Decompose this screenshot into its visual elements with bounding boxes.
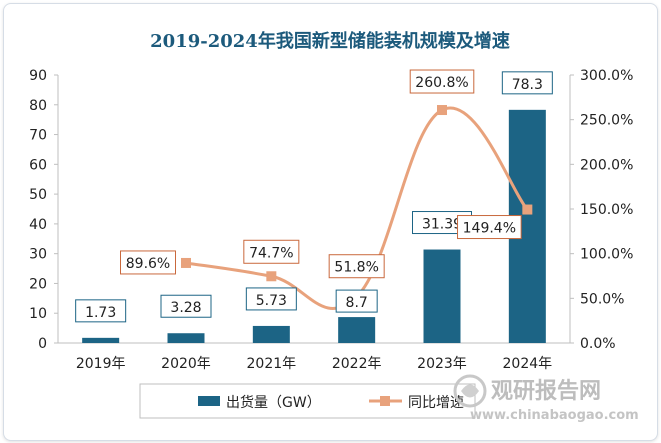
- growth-value-label: 260.8%: [415, 75, 468, 91]
- bar: [82, 337, 120, 343]
- x-tick-label: 2019年: [76, 356, 126, 372]
- x-tick-label: 2024年: [503, 356, 553, 372]
- y-right-tick-label: 200.0%: [580, 157, 633, 173]
- growth-value-label-box: [120, 250, 176, 275]
- growth-line: [185, 106, 529, 310]
- x-tick-label: 2020年: [161, 356, 211, 372]
- growth-marker: [522, 204, 533, 215]
- growth-value-label: 149.4%: [463, 221, 516, 237]
- bar: [423, 249, 461, 343]
- y-right-tick-label: 100.0%: [580, 247, 633, 263]
- y-left-tick-label: 80: [29, 98, 47, 114]
- growth-marker: [437, 105, 447, 116]
- bar-value-label-box: [501, 71, 553, 95]
- x-tick-label: 2022年: [332, 356, 382, 372]
- bar: [167, 333, 205, 343]
- bar-value-label: 78.3: [512, 77, 543, 93]
- legend-box: [139, 383, 476, 419]
- y-left-tick-label: 90: [29, 68, 47, 84]
- growth-value-label-box: [409, 69, 475, 94]
- growth-marker: [266, 271, 277, 282]
- bar: [252, 325, 290, 343]
- y-left-tick-label: 20: [29, 276, 47, 292]
- x-tick-label: 2021年: [247, 356, 297, 372]
- legend-bar-swatch: [198, 396, 220, 406]
- bar-value-label-box: [160, 294, 212, 318]
- y-left-tick-label: 0: [38, 336, 47, 352]
- bar-value-label: 8.7: [346, 295, 368, 311]
- bar-value-label: 31.39: [422, 217, 462, 233]
- y-left-tick-label: 60: [29, 157, 47, 173]
- bar-value-label-box: [335, 289, 378, 313]
- legend-line-label: 同比增速: [408, 395, 464, 411]
- bar-value-label: 5.73: [256, 293, 287, 309]
- y-right-tick-label: 250.0%: [580, 113, 633, 129]
- growth-value-label: 89.6%: [126, 256, 170, 272]
- legend-line-marker: [380, 396, 390, 406]
- growth-marker: [181, 257, 191, 268]
- bar-value-label: 3.28: [170, 300, 201, 316]
- growth-value-label-box: [243, 239, 300, 264]
- legend-bar-label: 出货量（GW）: [226, 394, 321, 411]
- watermark-url: www.chinabaogao.com: [470, 408, 639, 423]
- watermark-brand: 观研报告网: [491, 379, 601, 404]
- bar: [338, 317, 376, 343]
- y-left-tick-label: 10: [29, 306, 47, 322]
- x-tick-label: 2023年: [417, 356, 467, 372]
- y-right-tick-label: 150.0%: [580, 202, 633, 218]
- y-left-tick-label: 30: [29, 247, 47, 263]
- bar-value-label-box: [75, 299, 127, 323]
- growth-value-label-box: [328, 254, 385, 279]
- bar-value-label: 1.73: [85, 305, 116, 321]
- watermark-logo-icon-inner: [461, 384, 479, 398]
- y-left-tick-label: 70: [29, 128, 47, 144]
- growth-value-label: 51.8%: [334, 260, 378, 276]
- chart-title: 2019-2024年我国新型储能装机规模及增速: [150, 30, 510, 52]
- growth-value-label-box: [457, 215, 522, 240]
- y-right-tick-label: 50.0%: [580, 291, 624, 307]
- bar-value-label-box: [245, 287, 297, 311]
- y-right-tick-label: 0.0%: [580, 336, 616, 352]
- growth-value-label: 74.7%: [249, 245, 293, 261]
- watermark-logo-icon: [453, 374, 487, 408]
- y-left-tick-label: 40: [29, 217, 47, 233]
- y-right-tick-label: 300.0%: [580, 68, 633, 84]
- y-left-tick-label: 50: [29, 187, 47, 203]
